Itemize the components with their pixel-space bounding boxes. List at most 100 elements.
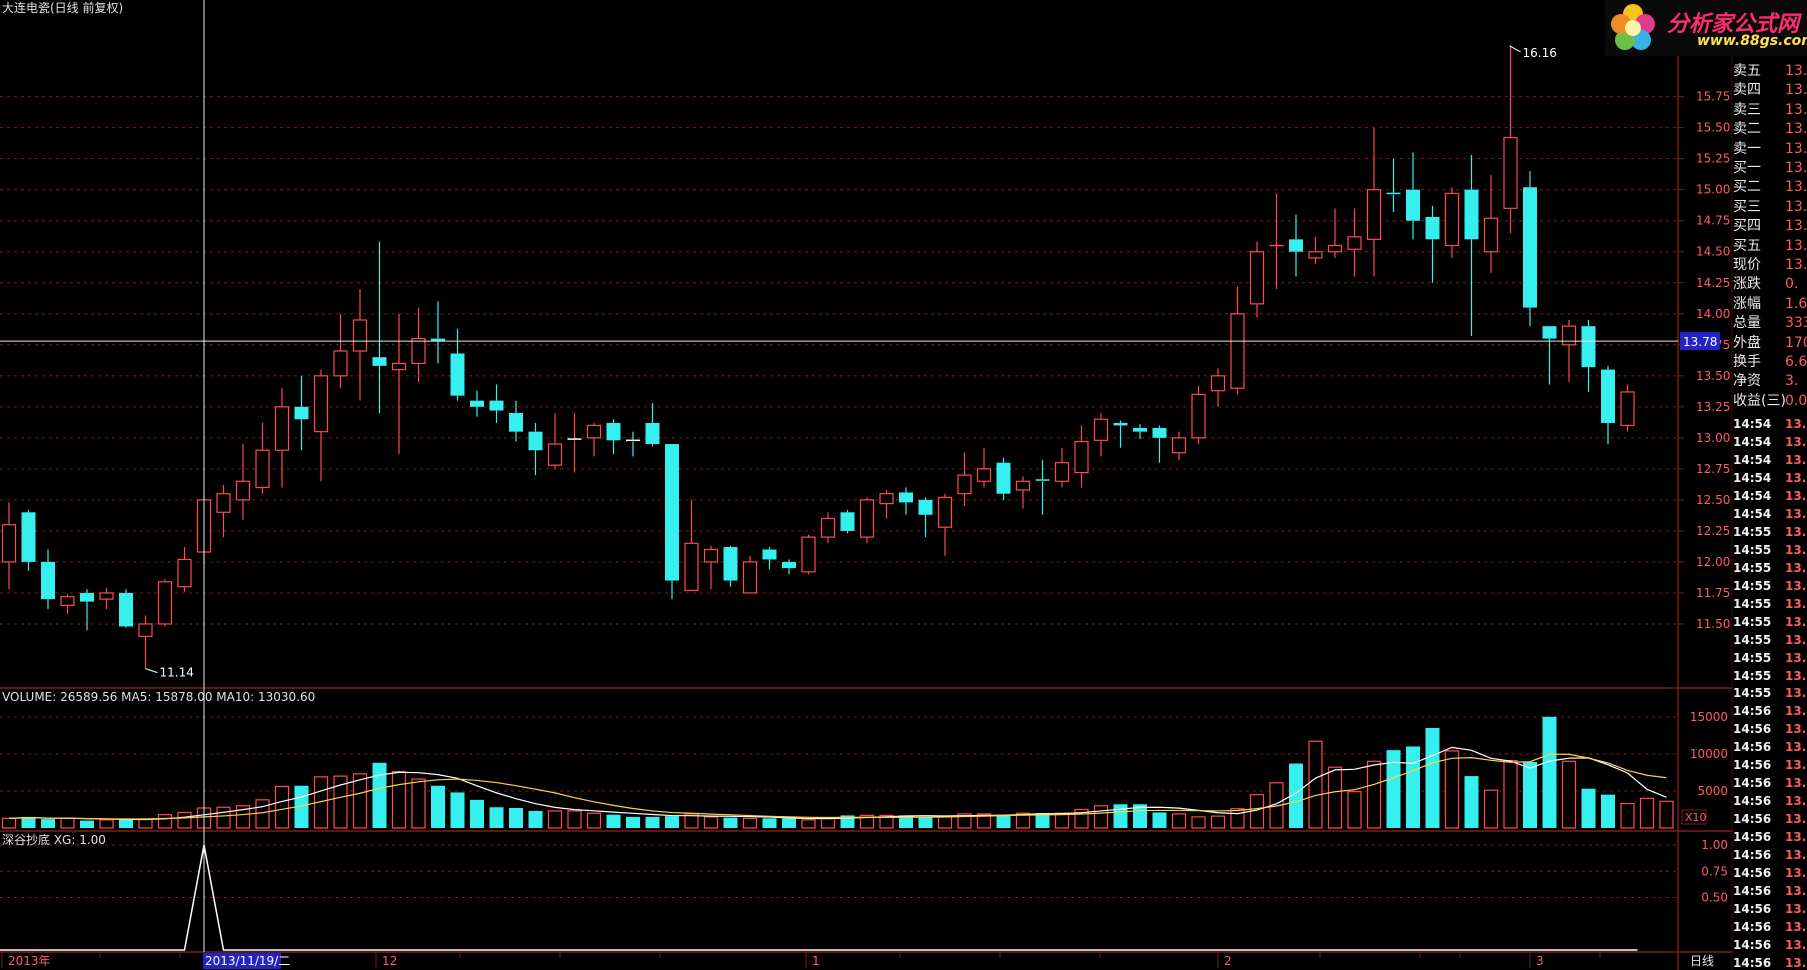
candle <box>274 388 290 488</box>
candle-body <box>177 558 192 588</box>
tick-row: 14:54 13.3 <box>1733 433 1807 451</box>
candle-body <box>489 400 504 411</box>
candle <box>723 545 738 587</box>
candle-body <box>1289 239 1303 252</box>
volume-bar <box>1542 716 1557 828</box>
tick-price: 13.3 <box>1785 812 1807 827</box>
tick-row: 14:56 13.3 <box>1733 792 1807 810</box>
candle <box>313 369 329 482</box>
volume-bar <box>1035 813 1050 828</box>
candle <box>1 502 17 590</box>
quote-value: 13. <box>1785 218 1807 235</box>
candle <box>684 499 699 592</box>
candle-body <box>899 492 913 503</box>
tick-price: 13.3 <box>1785 417 1807 432</box>
candle-body <box>1581 326 1596 368</box>
candle-body <box>918 499 933 515</box>
tick-row: 14:56 13.3 <box>1733 720 1807 738</box>
tick-price: 13.3 <box>1785 865 1807 880</box>
tick-row: 14:55 13.3 <box>1733 667 1807 685</box>
tick-row: 14:55 13.3 <box>1733 523 1807 541</box>
candle <box>235 444 251 520</box>
tick-row: 14:56 13.3 <box>1733 774 1807 792</box>
quote-label: 买一 <box>1733 160 1761 176</box>
quote-row: 净资 3. <box>1733 372 1807 391</box>
quote-label: 换手 <box>1733 354 1761 370</box>
quote-row: 涨幅 1.60 <box>1733 295 1807 314</box>
candle-body <box>99 592 114 600</box>
annotations: 16.16 11.14 <box>145 45 1557 680</box>
volume-ma5-line <box>8 746 1667 821</box>
candle-body <box>1523 187 1537 308</box>
tick-price: 13.3 <box>1785 489 1807 503</box>
candle <box>1210 368 1226 407</box>
tick-row: 14:56 13.3 <box>1733 882 1807 900</box>
candle-body <box>391 362 407 371</box>
volume-bar <box>665 816 679 828</box>
volume-bar <box>1483 789 1499 829</box>
candle-body <box>1366 189 1382 240</box>
volume-bar <box>1659 800 1674 829</box>
quote-label: 收益(三) <box>1733 392 1786 409</box>
tick-price: 13.3 <box>1785 542 1807 557</box>
candle <box>99 587 114 610</box>
tick-row: 14:55 13.3 <box>1733 684 1807 702</box>
quote-row: 涨跌 0. <box>1733 275 1807 294</box>
volume-bar <box>528 810 543 828</box>
tick-time: 14:56 <box>1733 883 1772 898</box>
candle-body <box>976 468 992 482</box>
quote-label: 买五 <box>1733 237 1761 254</box>
volume-bar <box>1464 776 1479 828</box>
candle <box>820 512 836 544</box>
candle <box>1503 45 1518 234</box>
tick-price: 13.3 <box>1785 578 1807 593</box>
candle-body <box>1133 427 1147 432</box>
volume-bar <box>1230 808 1245 829</box>
tick-price: 13.3 <box>1785 435 1807 450</box>
candle <box>1230 286 1245 395</box>
price-tick-label: 14.25 <box>1696 276 1730 290</box>
selected-date-label: 2013/11/19/二 <box>205 954 290 968</box>
high-marker-label: 16.16 <box>1523 46 1557 60</box>
candle-body <box>1503 136 1518 209</box>
candle <box>782 559 796 575</box>
candle-body <box>1249 251 1265 305</box>
tick-time: 14:55 <box>1733 668 1772 683</box>
candle-body <box>21 512 36 562</box>
volume-tick-label: 5000 <box>1697 784 1728 798</box>
tick-row: 14:55 13.3 <box>1733 595 1807 613</box>
candle-body <box>157 581 173 625</box>
candle <box>372 241 387 414</box>
tick-row: 14:56 13.3 <box>1733 738 1807 756</box>
candle-body <box>1542 326 1557 339</box>
time-tick-label: 12 <box>382 954 397 968</box>
quote-row: 卖一 13. <box>1733 140 1807 159</box>
price-tick-label: 12.25 <box>1696 524 1730 538</box>
candle <box>665 444 679 600</box>
tick-time: 14:56 <box>1733 865 1772 880</box>
volume-bar <box>1015 812 1031 829</box>
logo[interactable]: 分析家公式网 www.88gs.com <box>1605 0 1807 56</box>
volume-bar <box>547 810 563 829</box>
candle <box>1015 476 1031 509</box>
volume-bar <box>1327 766 1343 829</box>
volume-bar <box>762 818 777 828</box>
indicator-tick-label: 1.00 <box>1701 838 1728 852</box>
volume-bar <box>119 819 133 828</box>
candle-body <box>742 561 758 594</box>
volume-bar <box>157 814 173 829</box>
candle-body <box>1327 244 1343 253</box>
candle <box>1113 420 1128 448</box>
tick-time: 14:55 <box>1733 542 1772 557</box>
tick-row: 14:55 13.3 <box>1733 649 1807 667</box>
candle-body <box>235 480 251 501</box>
candle <box>1444 187 1460 258</box>
candle <box>567 413 582 473</box>
volume-bar <box>1523 762 1537 828</box>
price-tick-label: 15.50 <box>1696 121 1730 135</box>
candle <box>1406 152 1420 240</box>
quote-label: 现价 <box>1733 257 1761 273</box>
candle-body <box>586 424 602 439</box>
candle <box>1523 171 1537 327</box>
